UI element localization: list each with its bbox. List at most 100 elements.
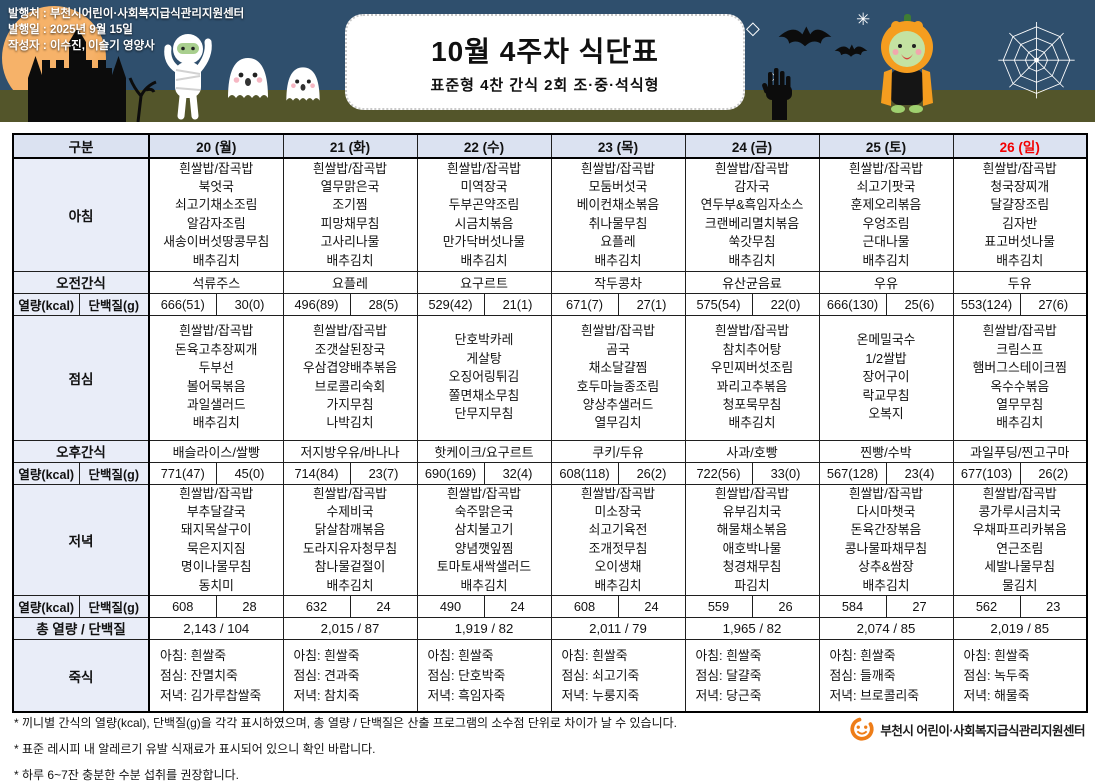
lunch-menu-cell: 흰쌀밥/잡곡밥 돈육고추장찌개 두부선 볼어묵볶음 과일샐러드 배추김치 [148, 314, 284, 441]
row-label-protein: 단백질(g) [78, 292, 150, 316]
kcal-value-cell: 677(103) [952, 461, 1021, 485]
protein-value-cell: 27 [885, 594, 954, 618]
row-label-protein: 단백질(g) [78, 461, 150, 485]
center-logo: 부천시 어린이·사회복지급식관리지원센터 [849, 716, 1085, 742]
protein-value-cell: 25(6) [885, 292, 954, 316]
protein-value-cell: 27(1) [617, 292, 686, 316]
row-label-breakfast: 아침 [12, 157, 150, 272]
kcal-value-cell: 608 [550, 594, 619, 618]
author-line: 작성자 : 이수진, 이슬기 영양사 [8, 40, 155, 52]
protein-value-cell: 32(4) [483, 461, 552, 485]
protein-value-cell: 24 [349, 594, 418, 618]
porridge-cell: 아침: 흰쌀죽 점심: 녹두죽 저녁: 해물죽 [952, 638, 1088, 713]
lunch-menu-cell: 흰쌀밥/잡곡밥 참치추어탕 우민찌버섯조림 꽈리고추볶음 청포묵무침 배추김치 [684, 314, 820, 441]
kcal-value-cell: 690(169) [416, 461, 485, 485]
breakfast-menu-cell: 흰쌀밥/잡곡밥 미역장국 두부곤약조림 시금치볶음 만가닥버섯나물 배추김치 [416, 157, 552, 272]
pm_snack-cell: 사과/호빵 [684, 439, 820, 463]
protein-value-cell: 21(1) [483, 292, 552, 316]
pm_snack-cell: 핫케이크/요구르트 [416, 439, 552, 463]
protein-value-cell: 33(0) [751, 461, 820, 485]
column-header-day: 22 (수) [416, 133, 552, 159]
kcal-value-cell: 771(47) [148, 461, 217, 485]
kcal-value-cell: 496(89) [282, 292, 351, 316]
am_snack-cell: 요플레 [282, 270, 418, 294]
publisher-line: 발행처 : 부천시어린이·사회복지급식관리지원센터 [8, 8, 245, 20]
breakfast-menu-cell: 흰쌀밥/잡곡밥 모둠버섯국 베이컨채소볶음 취나물무침 요플레 배추김치 [550, 157, 686, 272]
ghost-icon [286, 67, 320, 101]
row-label-porridge: 죽식 [12, 638, 150, 713]
bat-icon [778, 26, 832, 47]
dinner-menu-cell: 흰쌀밥/잡곡밥 다시마챗국 돈육간장볶음 콩나물파채무침 상추&쌈장 배추김치 [818, 483, 954, 596]
column-header-day: 21 (화) [282, 133, 418, 159]
footnote: * 표준 레시피 내 알레르기 유발 식재료가 표시되어 있으니 확인 바랍니다… [14, 742, 376, 756]
protein-value-cell: 24 [617, 594, 686, 618]
protein-value-cell: 30(0) [215, 292, 284, 316]
pumpkin-character-icon [881, 14, 933, 113]
protein-value-cell: 23 [1019, 594, 1088, 618]
protein-value-cell: 28(5) [349, 292, 418, 316]
page-subtitle: 표준형 4찬 간식 2회 조·중·석식형 [430, 76, 660, 94]
breakfast-menu-cell: 흰쌀밥/잡곡밥 쇠고기팟국 훈제오리볶음 우엉조림 근대나물 배추김치 [818, 157, 954, 272]
lunch-menu-cell: 단호박카레 게살탕 오징어링튀김 쫄면채소무침 단무지무침 [416, 314, 552, 441]
ghost-icon [228, 58, 268, 98]
pm_snack-cell: 과일푸딩/찐고구마 [952, 439, 1088, 463]
total-value-cell: 2,143 / 104 [148, 616, 284, 640]
am_snack-cell: 작두콩차 [550, 270, 686, 294]
column-header-day: 25 (토) [818, 133, 954, 159]
am_snack-cell: 석류주스 [148, 270, 284, 294]
porridge-cell: 아침: 흰쌀죽 점심: 달걀죽 저녁: 당근죽 [684, 638, 820, 713]
mummy-icon [164, 34, 212, 120]
total-value-cell: 2,015 / 87 [282, 616, 418, 640]
kcal-value-cell: 666(130) [818, 292, 887, 316]
kcal-value-cell: 632 [282, 594, 351, 618]
dinner-menu-cell: 흰쌀밥/잡곡밥 미소장국 쇠고기육전 조개젓무침 오이생채 배추김치 [550, 483, 686, 596]
kcal-value-cell: 529(42) [416, 292, 485, 316]
protein-value-cell: 23(7) [349, 461, 418, 485]
row-label-am_snack: 오전간식 [12, 270, 150, 294]
porridge-cell: 아침: 흰쌀죽 점심: 잔멸치죽 저녁: 김가루찹쌀죽 [148, 638, 284, 713]
row-label-total: 총 열량 / 단백질 [12, 616, 150, 640]
breakfast-menu-cell: 흰쌀밥/잡곡밥 청국장찌개 달걀장조림 김자반 표고버섯나물 배추김치 [952, 157, 1088, 272]
row-label-protein: 단백질(g) [78, 594, 150, 618]
star-icon: ✳ [856, 10, 871, 29]
kcal-value-cell: 608(118) [550, 461, 619, 485]
footnote: * 하루 6~7잔 충분한 수분 섭취를 권장합니다. [14, 768, 240, 781]
kcal-value-cell: 490 [416, 594, 485, 618]
zombie-hand-icon [762, 68, 792, 120]
title-box: 10월 4주차 식단표 표준형 4찬 간식 2회 조·중·석식형 [345, 14, 745, 110]
row-label-pm_snack: 오후간식 [12, 439, 150, 463]
row-label-kcal: 열량(kcal) [12, 461, 80, 485]
kcal-value-cell: 666(51) [148, 292, 217, 316]
publish-date-line: 발행일 : 2025년 9월 15일 [8, 24, 133, 36]
row-label-dinner: 저녁 [12, 483, 150, 596]
breakfast-menu-cell: 흰쌀밥/잡곡밥 열무맑은국 조기찜 피망채무침 고사리나물 배추김치 [282, 157, 418, 272]
pm_snack-cell: 배슬라이스/쌀빵 [148, 439, 284, 463]
logo-text: 부천시 어린이·사회복지급식관리지원센터 [880, 723, 1085, 738]
lunch-menu-cell: 흰쌀밥/잡곡밥 곰국 채소달걀찜 호두마늘종조림 양상추샐러드 열무김치 [550, 314, 686, 441]
bat-icon [834, 44, 868, 57]
footnote: * 끼니별 간식의 열량(kcal), 단백질(g)을 각각 표시하였으며, 총… [14, 716, 677, 730]
banner: 10월 4주차 식단표 표준형 4찬 간식 2회 조·중·석식형 ◇ ◇ ✳ [0, 0, 1095, 122]
column-header-day: 20 (월) [148, 133, 284, 159]
breakfast-menu-cell: 흰쌀밥/잡곡밥 감자국 연두부&흑임자소스 크랜베리멸치볶음 쑥갓무침 배추김치 [684, 157, 820, 272]
column-header-category: 구분 [12, 133, 150, 159]
kcal-value-cell: 562 [952, 594, 1021, 618]
footnotes: * 끼니별 간식의 열량(kcal), 단백질(g)을 각각 표시하였으며, 총… [14, 714, 677, 781]
protein-value-cell: 24 [483, 594, 552, 618]
kcal-value-cell: 584 [818, 594, 887, 618]
kcal-value-cell: 722(56) [684, 461, 753, 485]
protein-value-cell: 28 [215, 594, 284, 618]
am_snack-cell: 유산균음료 [684, 270, 820, 294]
column-header-day: 23 (목) [550, 133, 686, 159]
smiley-logo-icon [850, 717, 874, 741]
protein-value-cell: 22(0) [751, 292, 820, 316]
column-header-day: 24 (금) [684, 133, 820, 159]
porridge-cell: 아침: 흰쌀죽 점심: 단호박죽 저녁: 흑임자죽 [416, 638, 552, 713]
dinner-menu-cell: 흰쌀밥/잡곡밥 부추달걀국 돼지목살구이 묵은지지짐 명이나물무침 동치미 [148, 483, 284, 596]
row-label-lunch: 점심 [12, 314, 150, 441]
protein-value-cell: 26(2) [1019, 461, 1088, 485]
page-title: 10월 4주차 식단표 [431, 35, 659, 67]
lunch-menu-cell: 온메밀국수 1/2쌀밥 장어구이 락교무침 오복지 [818, 314, 954, 441]
pm_snack-cell: 저지방우유/바나나 [282, 439, 418, 463]
